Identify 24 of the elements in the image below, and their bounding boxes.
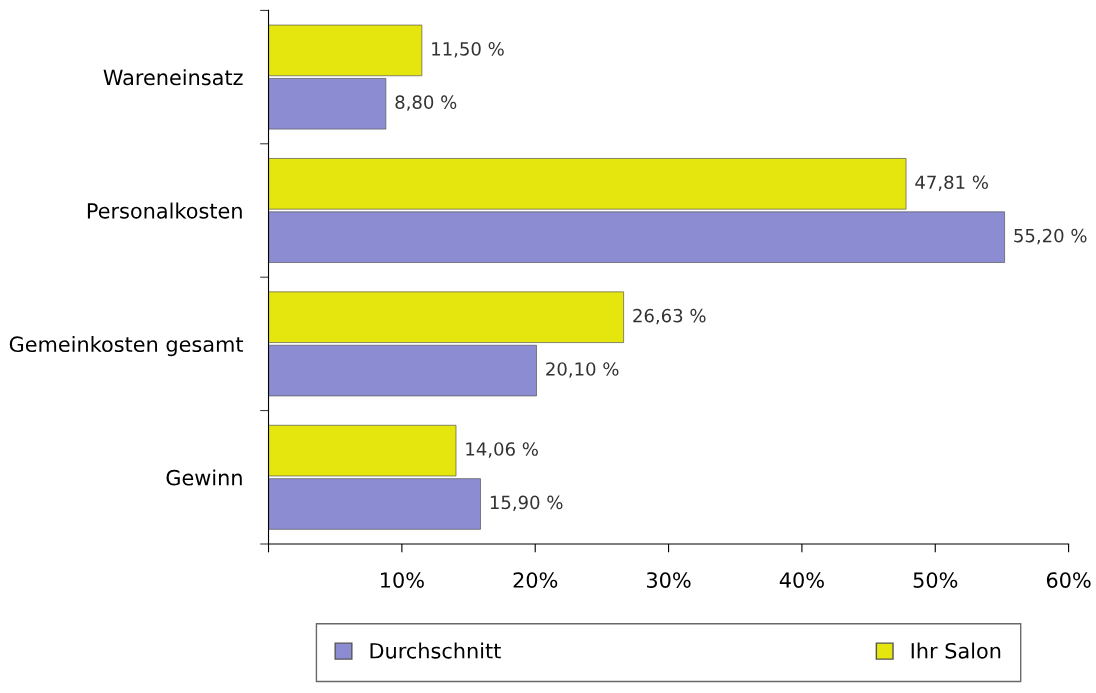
data-label: 47,81 % xyxy=(915,175,988,191)
x-tick-label: 20% xyxy=(513,572,558,588)
legend-label: Durchschnitt xyxy=(370,642,501,659)
x-tick-label: 40% xyxy=(779,572,824,588)
x-tick-label: 30% xyxy=(647,572,691,588)
bar xyxy=(268,78,387,130)
data-label: 11,50 % xyxy=(432,42,504,58)
bar xyxy=(268,24,423,77)
bar xyxy=(268,291,624,343)
y-tick-label: Wareneinsatz xyxy=(103,69,243,86)
data-label: 15,90 % xyxy=(490,495,563,512)
data-label: 55,20 % xyxy=(1014,228,1087,245)
y-tick-label: Gemeinkosten gesamt xyxy=(9,335,244,357)
x-tick-label: 60% xyxy=(1046,572,1091,588)
x-tick-label: 50% xyxy=(913,572,958,588)
y-tick-label: Gewinn xyxy=(166,469,242,486)
data-label: 26,63 % xyxy=(633,308,706,325)
data-label: 20,10 % xyxy=(546,362,619,378)
data-label: 8,80 % xyxy=(395,95,457,111)
legend-label: Ihr Salon xyxy=(911,642,1001,659)
x-tick-label: 10% xyxy=(381,572,424,588)
y-tick-label: Personalkosten xyxy=(87,202,242,219)
data-label: 14,06 % xyxy=(466,442,538,458)
bar xyxy=(268,344,537,397)
